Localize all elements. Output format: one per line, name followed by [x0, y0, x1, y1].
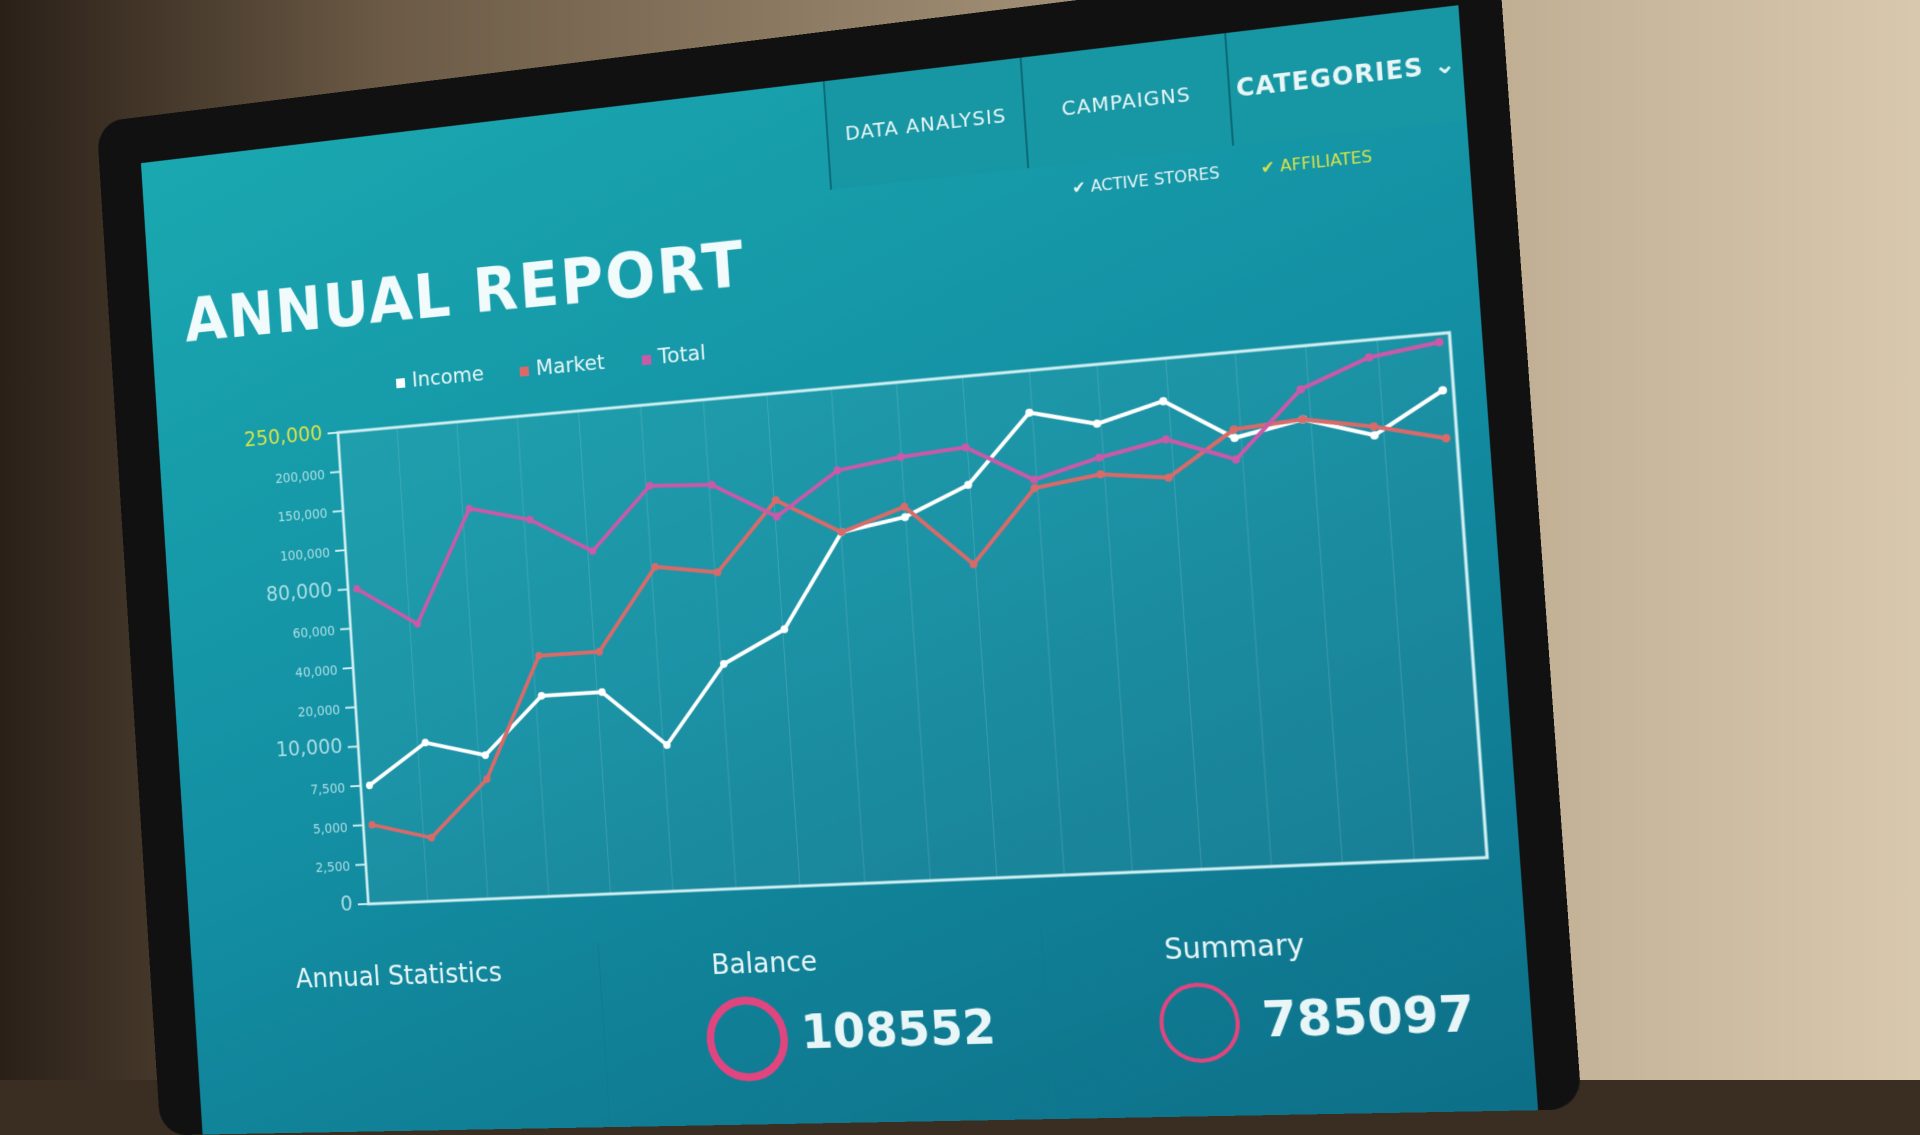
y-tick: [348, 747, 358, 748]
legend-swatch: [641, 355, 651, 366]
tab-categories-label: CATEGORIES: [1235, 53, 1425, 103]
dashboard-screen: ANNUAL REPORT DATA ANALYSIS CAMPAIGNS CA…: [141, 5, 1538, 1134]
y-tick-label: 5,000: [313, 821, 349, 838]
y-tick: [345, 707, 355, 708]
legend-total: Total: [641, 341, 707, 371]
y-tick: [343, 668, 353, 669]
laptop: ANNUAL REPORT DATA ANALYSIS CAMPAIGNS CA…: [97, 0, 1582, 1135]
y-tick: [333, 511, 343, 512]
legend-swatch: [519, 366, 529, 376]
filter-active-stores[interactable]: ✔ ACTIVE STORES: [1071, 163, 1220, 198]
y-tick-label: 150,000: [277, 507, 328, 526]
y-tick-label: 100,000: [280, 546, 331, 565]
legend-label: Total: [657, 341, 706, 370]
ring-icon: [1156, 982, 1242, 1064]
check-icon: ✔: [1071, 177, 1091, 198]
line-chart: 0 2,500 5,000 7,500 10,000 20,000 40,000 60,000…: [191, 310, 1510, 929]
legend-swatch: [396, 378, 405, 388]
filter-label: AFFILIATES: [1279, 146, 1372, 175]
y-tick: [340, 629, 350, 630]
y-tick-label: 7,500: [310, 781, 346, 798]
legend-label: Market: [535, 350, 605, 381]
chevron-down-icon: ⌄: [1423, 49, 1458, 82]
y-tick-label: 80,000: [265, 577, 333, 606]
page-title: ANNUAL REPORT: [183, 229, 748, 357]
tab-categories[interactable]: CATEGORIES ⌄: [1224, 5, 1467, 146]
y-tick-label: 0: [340, 891, 354, 915]
y-tick-label: 10,000: [275, 734, 343, 762]
y-tick-label: 200,000: [275, 468, 326, 487]
check-icon: ✔: [1260, 156, 1281, 178]
panel-label: Annual Statistics: [295, 956, 503, 994]
legend-market: Market: [519, 350, 606, 382]
y-tick-label: 60,000: [292, 624, 335, 642]
y-tick: [330, 472, 340, 473]
summary-panels: Annual Statistics Balance 108552 Summary 7…: [191, 909, 1538, 1134]
legend-label: Income: [411, 362, 484, 393]
panel-value: 785097: [1260, 985, 1477, 1049]
filter-affiliates[interactable]: ✔ AFFILIATES: [1260, 146, 1373, 178]
tab-data-analysis[interactable]: DATA ANALYSIS: [823, 58, 1027, 190]
panel-balance: Balance 108552: [598, 927, 1054, 1135]
panel-summary: Summary 785097: [1040, 909, 1538, 1129]
filter-label: ACTIVE STORES: [1090, 163, 1220, 196]
tab-campaigns[interactable]: CAMPAIGNS: [1020, 33, 1232, 168]
y-tick-label: 20,000: [297, 703, 340, 720]
y-tick-label: 2,500: [315, 860, 351, 876]
panel-annual-statistics: Annual Statistics: [191, 943, 610, 1135]
y-tick: [335, 550, 345, 551]
panel-label: Summary: [1163, 928, 1305, 967]
y-tick: [328, 433, 338, 434]
legend-income: Income: [395, 362, 484, 394]
ring-icon: [704, 995, 791, 1082]
y-tick: [338, 589, 348, 590]
y-tick-label: 40,000: [295, 664, 338, 682]
panel-label: Balance: [710, 945, 818, 981]
y-tick: [350, 786, 360, 787]
y-tick: [353, 825, 363, 826]
panel-value: 108552: [799, 999, 997, 1060]
y-tick-label: 250,000: [243, 421, 323, 452]
